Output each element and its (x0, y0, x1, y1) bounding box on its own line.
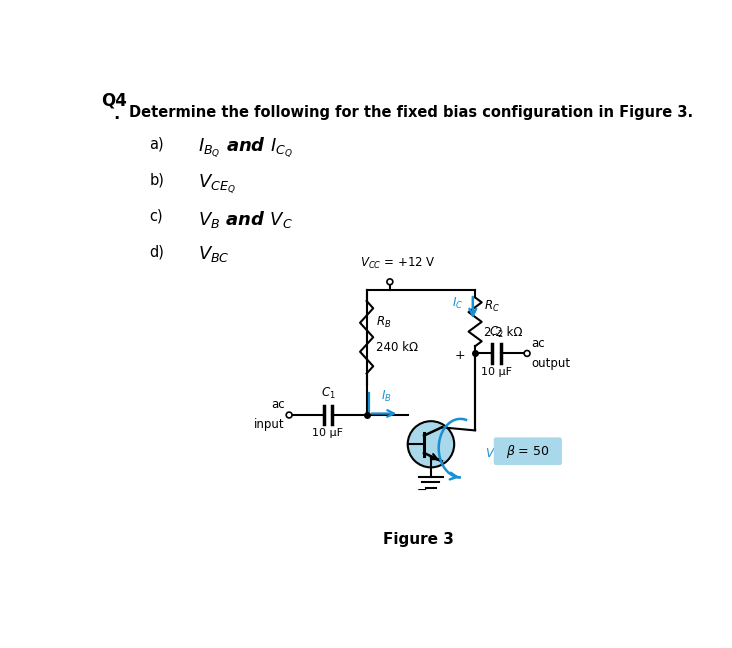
Text: $V_{CE_Q}$: $V_{CE_Q}$ (198, 172, 236, 196)
Text: $I_B$: $I_B$ (381, 389, 391, 404)
Text: ac: ac (531, 336, 545, 349)
Text: 10 μF: 10 μF (313, 428, 343, 438)
Text: .: . (113, 105, 119, 122)
Text: 240 kΩ: 240 kΩ (376, 341, 418, 354)
Text: $V_{CC}$ = +12 V: $V_{CC}$ = +12 V (360, 256, 436, 271)
Text: $I_{B_Q}$ and $I_{C_Q}$: $I_{B_Q}$ and $I_{C_Q}$ (198, 136, 294, 161)
Text: Determine the following for the fixed bias configuration in Figure 3.: Determine the following for the fixed bi… (129, 105, 692, 120)
Text: $C_2$: $C_2$ (489, 325, 504, 340)
Text: 2.2 kΩ: 2.2 kΩ (485, 326, 523, 339)
Text: $V_B$ and $V_C$: $V_B$ and $V_C$ (198, 209, 294, 229)
Text: c): c) (149, 209, 163, 224)
Text: a): a) (149, 136, 164, 151)
Text: $R_C$: $R_C$ (485, 299, 501, 314)
Text: −: − (417, 484, 427, 497)
Text: Q4: Q4 (102, 91, 127, 110)
Text: $R_B$: $R_B$ (376, 314, 391, 330)
Text: output: output (531, 356, 571, 369)
Text: +: + (455, 349, 465, 362)
Text: $I_C$: $I_C$ (452, 296, 463, 311)
Text: $\beta$ = 50: $\beta$ = 50 (506, 443, 550, 459)
Text: b): b) (149, 172, 165, 187)
Text: ac: ac (271, 398, 285, 411)
Circle shape (408, 421, 454, 467)
FancyBboxPatch shape (493, 437, 562, 465)
Text: input: input (254, 418, 285, 431)
Text: Figure 3: Figure 3 (383, 533, 454, 548)
Text: $V_{CE}$: $V_{CE}$ (485, 446, 507, 462)
Text: 10 μF: 10 μF (481, 367, 512, 376)
Text: d): d) (149, 244, 165, 259)
Text: $V_{BC}$: $V_{BC}$ (198, 244, 230, 264)
Text: $C_1$: $C_1$ (321, 386, 335, 401)
